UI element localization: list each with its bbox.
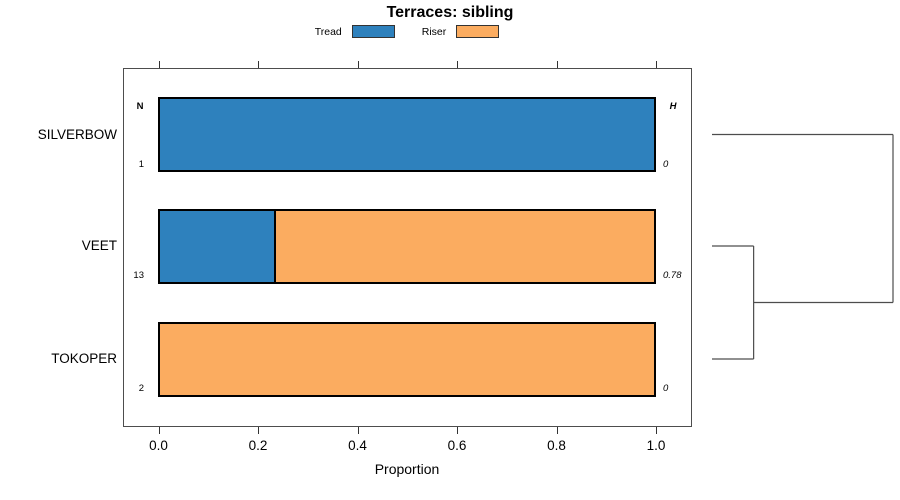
x-axis-tick-label: 0.8 [547, 438, 566, 453]
stacked-bar-silverbow [158, 97, 656, 172]
category-label-veet: VEET [81, 238, 117, 253]
x-axis-tick-bottom [258, 427, 259, 434]
legend-label: Riser [421, 25, 447, 38]
x-axis-tick-top [357, 61, 359, 68]
x-axis-tick-top [656, 61, 657, 68]
x-axis-tick-label: 0.2 [248, 438, 268, 453]
category-label-tokoper: TOKOPER [51, 351, 117, 366]
x-axis-tick-top [457, 61, 458, 68]
x-axis-tick-top [556, 61, 558, 68]
h-value: 0 [663, 383, 669, 394]
h-value: 0.78 [663, 270, 682, 281]
x-axis-tick-bottom [158, 427, 160, 434]
bar-segment-tread [160, 99, 654, 170]
n-column-header: N [136, 101, 144, 112]
chart-title: Terraces: sibling [386, 4, 514, 21]
legend-item-tread: Tread [315, 25, 395, 38]
legend-item-riser: Riser [422, 25, 500, 38]
x-axis-tick-top [158, 61, 160, 68]
x-axis-tick-label: 1.0 [646, 438, 666, 453]
x-axis-tick-bottom [556, 427, 558, 434]
x-axis-tick-top [258, 61, 259, 68]
bar-segment-tread [160, 210, 274, 282]
x-axis-tick-label: 0.4 [348, 438, 367, 453]
stacked-bar-veet [158, 208, 656, 284]
n-value: 13 [133, 270, 144, 281]
x-axis-tick-label: 0.0 [149, 438, 168, 453]
h-column-header: H [669, 101, 677, 112]
x-axis-tick-bottom [457, 427, 458, 434]
x-axis-tick-bottom [357, 427, 359, 434]
x-axis-tick-label: 0.6 [447, 438, 467, 453]
x-axis-tick-bottom [656, 427, 657, 434]
stacked-bar-tokoper [158, 321, 656, 397]
n-value: 1 [138, 158, 144, 170]
category-label-silverbow: SILVERBOW [37, 126, 117, 142]
legend: Tread Riser [0, 25, 814, 38]
x-axis-label: Proportion [374, 461, 440, 477]
bar-segment-riser [273, 210, 654, 282]
legend-swatch-icon [351, 25, 395, 38]
legend-label: Tread [314, 25, 342, 38]
bar-segment-riser [160, 323, 654, 395]
h-value: 0 [663, 158, 669, 170]
n-value: 2 [138, 383, 144, 394]
plot-area-border [123, 68, 692, 427]
legend-swatch-icon [456, 25, 500, 38]
